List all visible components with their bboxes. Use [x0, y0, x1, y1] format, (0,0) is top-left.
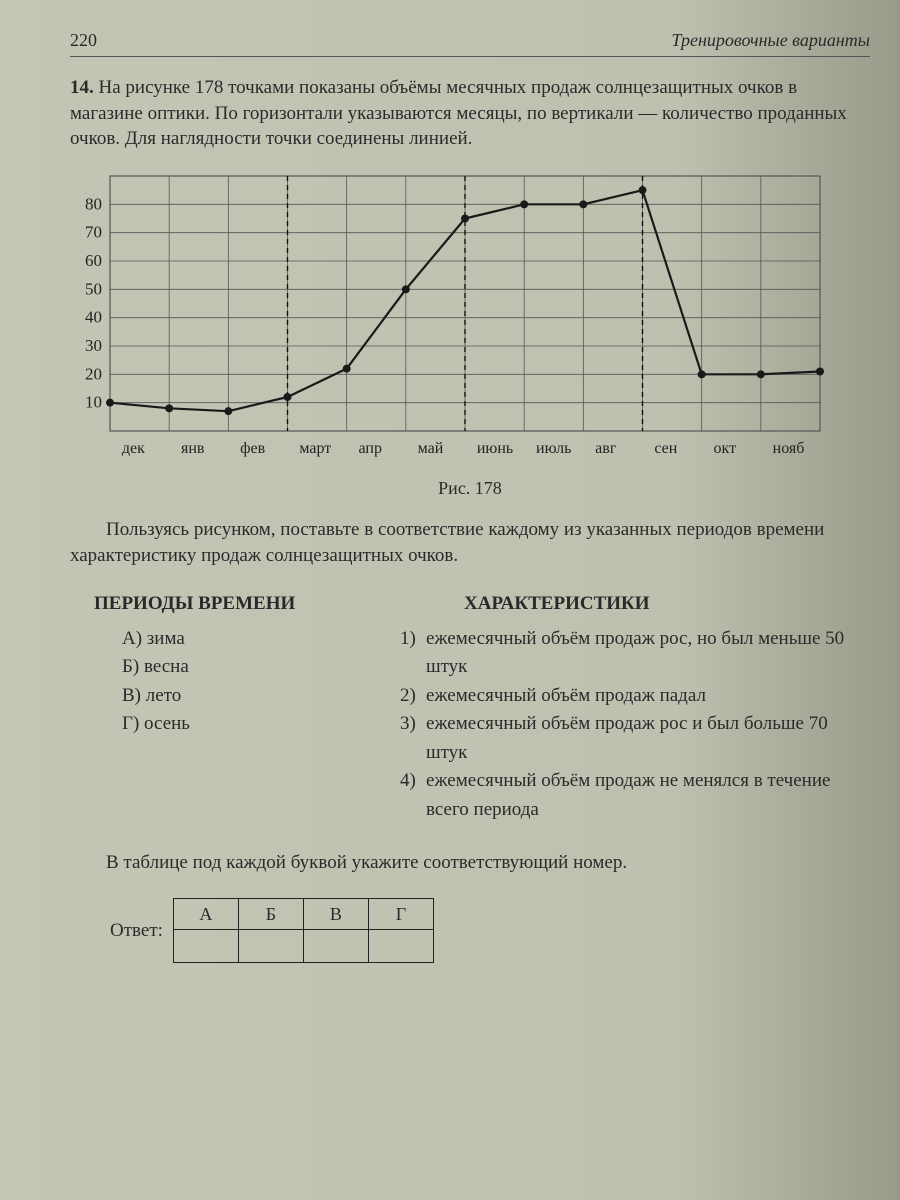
- sales-chart: 10 20 30 40 50 60 70 80 дек янв фев март апр май июнь и…: [70, 166, 830, 466]
- periods-heading: ПЕРИОДЫ ВРЕМЕНИ: [94, 590, 394, 619]
- answer-table-blank-row: [173, 930, 433, 963]
- svg-text:40: 40: [85, 308, 102, 327]
- answer-row: Ответ: АБВГ: [70, 898, 870, 963]
- period-item: Г) осень: [122, 710, 394, 739]
- answer-header-cell: Б: [238, 899, 303, 930]
- periods-column: ПЕРИОДЫ ВРЕМЕНИ А) зимаБ) веснаВ) летоГ)…: [70, 590, 394, 824]
- svg-text:сен: сен: [654, 440, 677, 457]
- characteristic-number: 4): [400, 767, 426, 824]
- svg-text:июнь: июнь: [477, 440, 513, 457]
- svg-text:60: 60: [85, 251, 102, 270]
- answer-blank-cell[interactable]: [173, 930, 238, 963]
- svg-text:окт: окт: [714, 440, 737, 457]
- characteristic-item: 3)ежемесячный объём продаж рос и был бол…: [400, 710, 870, 767]
- characteristic-text: ежемесячный объём продаж рос и был больш…: [426, 710, 870, 767]
- svg-text:июль: июль: [536, 440, 571, 457]
- svg-text:апр: апр: [359, 440, 382, 457]
- page: 220 Тренировочные варианты 14. На рисунк…: [0, 0, 900, 1200]
- characteristic-text: ежемесячный объём продаж падал: [426, 682, 706, 711]
- problem-number: 14.: [70, 77, 94, 98]
- answer-table: АБВГ: [173, 898, 434, 963]
- matching-columns: ПЕРИОДЫ ВРЕМЕНИ А) зимаБ) веснаВ) летоГ)…: [70, 590, 870, 824]
- svg-text:авг: авг: [595, 440, 617, 457]
- problem-statement: 14. На рисунке 178 точками показаны объё…: [70, 75, 870, 152]
- problem-text-body: На рисунке 178 точками показаны объёмы м…: [70, 77, 847, 149]
- answer-header-cell: А: [173, 899, 238, 930]
- period-item: Б) весна: [122, 653, 394, 682]
- period-item: А) зима: [122, 625, 394, 654]
- svg-text:янв: янв: [181, 440, 205, 457]
- periods-list: А) зимаБ) веснаВ) летоГ) осень: [94, 625, 394, 739]
- svg-text:фев: фев: [240, 440, 265, 457]
- svg-text:20: 20: [85, 364, 102, 383]
- period-item: В) лето: [122, 682, 394, 711]
- answer-blank-cell[interactable]: [368, 930, 433, 963]
- characteristics-column: ХАРАКТЕРИСТИКИ 1)ежемесячный объём прода…: [394, 590, 870, 824]
- svg-text:50: 50: [85, 279, 102, 298]
- characteristics-heading: ХАРАКТЕРИСТИКИ: [394, 590, 870, 619]
- svg-text:10: 10: [85, 393, 102, 412]
- characteristic-number: 2): [400, 682, 426, 711]
- svg-text:май: май: [418, 440, 444, 457]
- svg-text:март: март: [299, 440, 331, 457]
- sub-instruction: Пользуясь рисунком, поставьте в соответс…: [70, 517, 870, 568]
- characteristic-item: 4)ежемесячный объём продаж не менялся в …: [400, 767, 870, 824]
- svg-text:дек: дек: [122, 440, 145, 457]
- svg-text:30: 30: [85, 336, 102, 355]
- characteristic-text: ежемесячный объём продаж не менялся в те…: [426, 767, 870, 824]
- chart-caption: Рис. 178: [70, 478, 870, 499]
- characteristic-number: 3): [400, 710, 426, 767]
- characteristic-item: 2)ежемесячный объём продаж падал: [400, 682, 870, 711]
- svg-text:80: 80: [85, 194, 102, 213]
- characteristic-number: 1): [400, 625, 426, 682]
- svg-text:70: 70: [85, 223, 102, 242]
- svg-text:нояб: нояб: [773, 440, 805, 457]
- answer-table-header-row: АБВГ: [173, 899, 433, 930]
- characteristic-text: ежемесячный объём продаж рос, но был мен…: [426, 625, 870, 682]
- chart-svg: 10 20 30 40 50 60 70 80 дек янв фев март апр май июнь и…: [70, 166, 830, 466]
- characteristics-list: 1)ежемесячный объём продаж рос, но был м…: [394, 625, 870, 825]
- page-header: 220 Тренировочные варианты: [70, 30, 870, 57]
- page-number: 220: [70, 30, 97, 51]
- characteristic-item: 1)ежемесячный объём продаж рос, но был м…: [400, 625, 870, 682]
- answer-header-cell: В: [303, 899, 368, 930]
- answer-blank-cell[interactable]: [238, 930, 303, 963]
- answer-header-cell: Г: [368, 899, 433, 930]
- answer-blank-cell[interactable]: [303, 930, 368, 963]
- answer-instruction: В таблице под каждой буквой укажите соот…: [70, 852, 870, 874]
- running-title: Тренировочные варианты: [671, 30, 870, 51]
- answer-label: Ответ:: [110, 920, 163, 942]
